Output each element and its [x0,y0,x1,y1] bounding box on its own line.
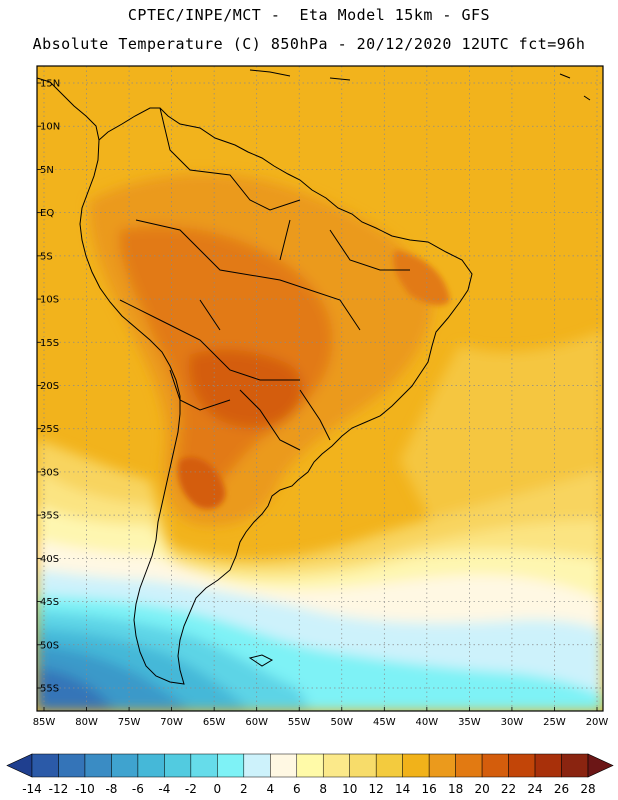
colorbar-swatch [561,753,589,778]
latitude-label: 45S [40,597,59,608]
colorbar-label: -6 [132,782,144,796]
colorbar-label: 2 [240,782,248,796]
colorbar-swatch [534,753,562,778]
country-borders [119,107,410,451]
colorbar-label: 18 [448,782,463,796]
colorbar-arrow-low [6,753,33,778]
latitude-label: EQ [40,208,54,219]
chart-title-line2: Absolute Temperature (C) 850hPa - 20/12/… [32,35,586,53]
latitude-label: 20S [40,381,59,392]
colorbar-swatch [84,753,112,778]
coastlines [37,69,591,685]
map-frame [36,65,604,712]
colorbar-label: -4 [158,782,170,796]
colorbar-arrow-high [587,753,614,778]
colorbar-label: 20 [474,782,489,796]
latitude-label: 30S [40,467,59,478]
longitude-label: 40W [416,717,439,728]
temperature-field [37,66,603,711]
colorbar-label: 10 [342,782,357,796]
colorbar-label: 26 [554,782,569,796]
longitude-label: 20W [586,717,609,728]
colorbar-swatch [270,753,298,778]
colorbar-swatch [296,753,324,778]
colorbar-swatch [402,753,430,778]
colorbar-swatch [322,753,350,778]
longitude-label: 45W [373,717,396,728]
colorbar-label: 22 [501,782,516,796]
colorbar-swatch [137,753,165,778]
longitude-label: 80W [75,717,98,728]
colorbar-label: -14 [22,782,42,796]
colorbar-label: -2 [185,782,197,796]
latitude-label: 50S [40,640,59,651]
longitude-label: 25W [543,717,566,728]
colorbar-swatch [349,753,377,778]
colorbar-label: 12 [369,782,384,796]
colorbar-label: -8 [105,782,117,796]
temperature-field-14-16 [400,330,603,520]
colorbar-swatch [31,753,59,778]
colorbar-swatch [428,753,456,778]
colorbar-swatch [58,753,86,778]
temperature-field-22-24 [189,349,303,428]
longitude-label: 70W [160,717,183,728]
latitude-label: 10N [40,122,60,133]
longitude-label: 55W [288,717,311,728]
colorbar-swatch [243,753,271,778]
latitude-label: 25S [40,424,59,435]
colorbar-swatch [217,753,245,778]
latitude-label: 15N [40,79,60,90]
latitude-label: 15S [40,338,59,349]
latitude-label: 55S [40,684,59,695]
colorbar-swatch [190,753,218,778]
latitude-label: 10S [40,295,59,306]
latitude-label: 40S [40,554,59,565]
longitude-axis: 85W 80W 75W 70W 65W 60W 55W 50W 45W 40W 35W 30W 25W 2… [33,707,609,728]
colorbar-label: 16 [422,782,437,796]
longitude-label: 65W [203,717,226,728]
colorbar-label: -12 [49,782,69,796]
colorbar-swatch [455,753,483,778]
colorbar-swatch [481,753,509,778]
central-america-coastline [37,77,100,141]
falkland-islands [248,654,274,667]
longitude-label: 30W [501,717,524,728]
colorbar-swatch [111,753,139,778]
colorbar: -14 -12 -10 -8 -6 -4 -2 0 2 4 6 8 10 12 14 16 18 20 22 24 26… [6,753,614,796]
colorbar-label: 14 [395,782,410,796]
temperature-field-minus6-minus4 [37,668,115,711]
colorbar-label: 28 [580,782,595,796]
caribbean-islands [249,69,591,101]
latitude-label: 35S [40,511,59,522]
colorbar-label: -10 [75,782,95,796]
latitude-label: 5N [40,165,54,176]
south-america-coastline [79,107,473,685]
colorbar-label: 6 [293,782,301,796]
longitude-label: 35W [458,717,481,728]
colorbar-label: 4 [266,782,274,796]
longitude-label: 50W [330,717,353,728]
latitude-label: 5S [40,251,53,262]
longitude-label: 85W [33,717,56,728]
longitude-label: 75W [118,717,141,728]
longitude-label: 60W [245,717,268,728]
colorbar-swatch [508,753,536,778]
latitude-axis: 15N 10N 5N EQ 5S 10S 15S 20S 25S 30S 35S 40S 45S 50S 5… [37,79,60,695]
colorbar-label: 24 [527,782,542,796]
colorbar-swatch [164,753,192,778]
colorbar-label: 8 [319,782,327,796]
colorbar-swatch [375,753,403,778]
chart-title-line1: CPTEC/INPE/MCT - Eta Model 15km - GFS [127,6,491,24]
colorbar-label: 0 [214,782,222,796]
